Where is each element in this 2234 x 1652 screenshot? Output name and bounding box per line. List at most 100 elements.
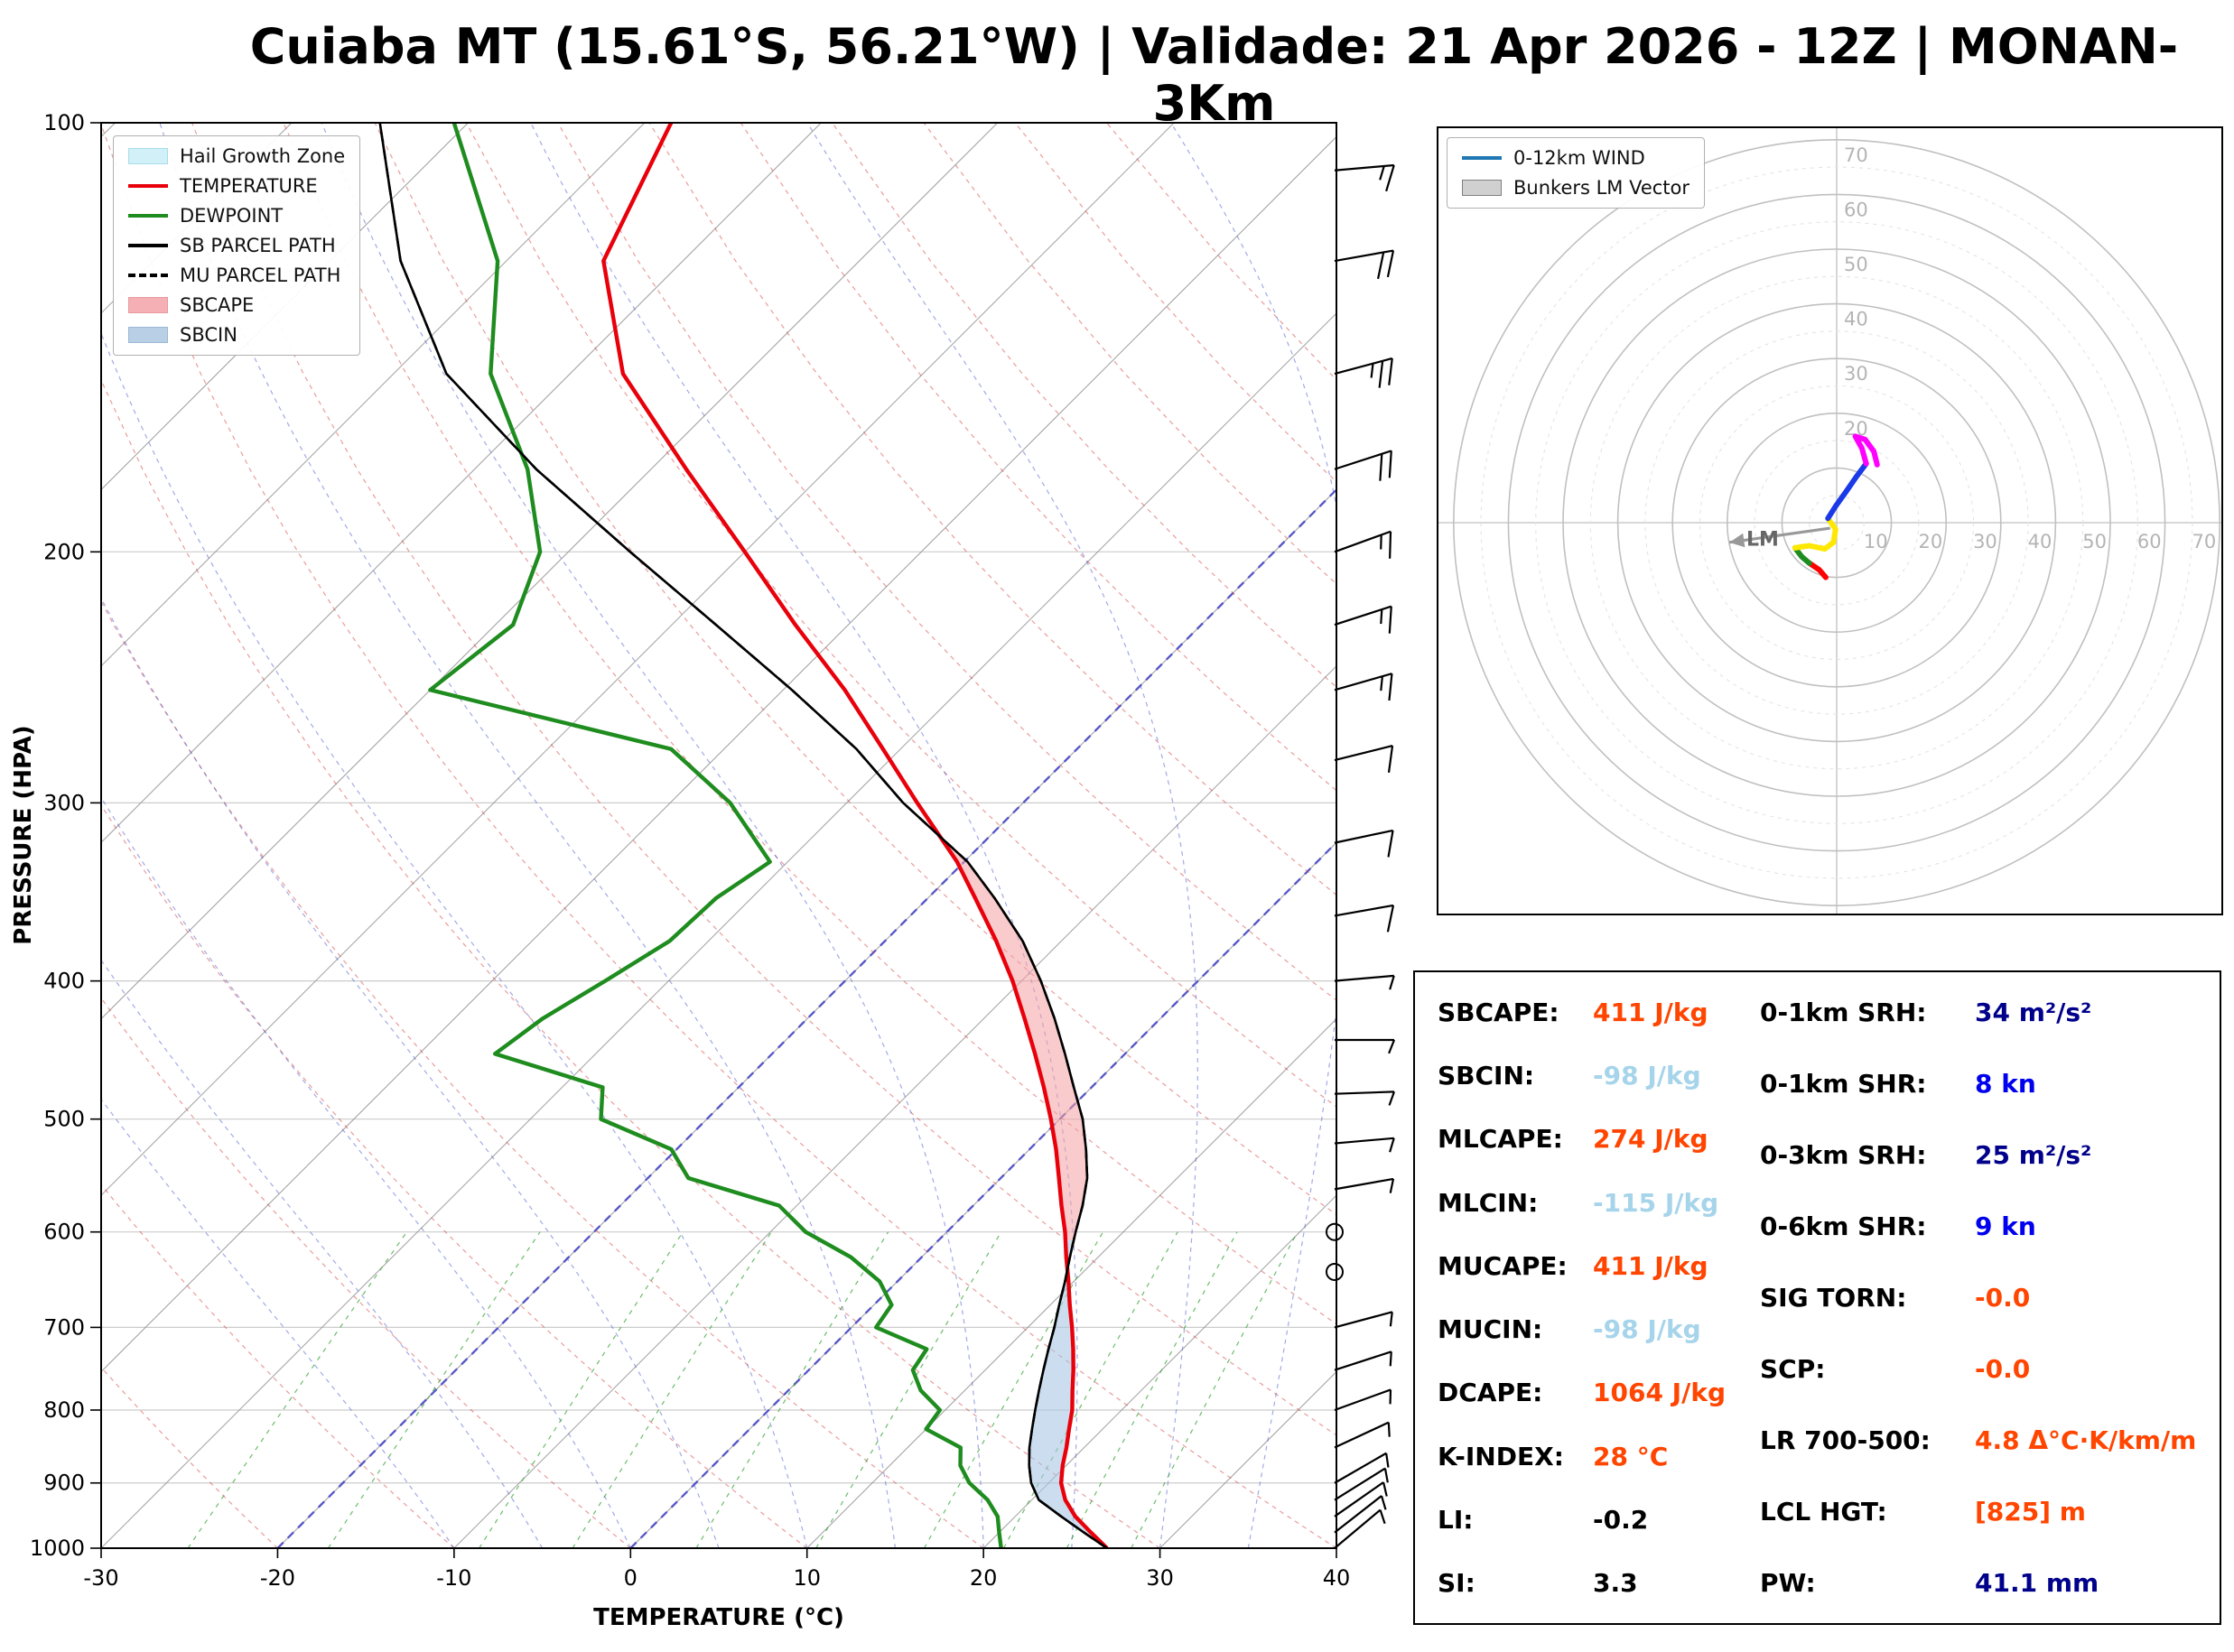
hodo-ring-label: 70 bbox=[1844, 144, 1868, 166]
legend-patch-icon bbox=[128, 148, 168, 164]
metric-value: -98 J/kg bbox=[1593, 1061, 1701, 1091]
table-row: MUCAPE: 411 J/kg bbox=[1438, 1251, 1749, 1281]
metric-value: 1064 J/kg bbox=[1593, 1378, 1726, 1408]
calm-wind-icon bbox=[1326, 1222, 1344, 1241]
legend-item: SB PARCEL PATH bbox=[128, 235, 345, 256]
skewt-curves bbox=[378, 123, 1109, 1548]
x-tick-label: -10 bbox=[436, 1565, 471, 1591]
metric-value: -0.0 bbox=[1975, 1283, 2031, 1313]
x-tick-label: 20 bbox=[970, 1565, 998, 1591]
table-row: SBCIN: -98 J/kg bbox=[1438, 1061, 1749, 1091]
legend-label: SBCIN bbox=[180, 324, 237, 346]
legend-line-icon bbox=[128, 237, 168, 254]
metric-label: SIG TORN: bbox=[1760, 1283, 1907, 1313]
metric-label: LCL HGT: bbox=[1760, 1497, 1887, 1527]
pressure-tick-label: 100 bbox=[43, 110, 85, 135]
wind-barbs bbox=[1326, 163, 1396, 1549]
legend-patch-icon bbox=[1462, 180, 1502, 196]
legend-item: 0-12km WIND bbox=[1462, 147, 1689, 169]
x-tick-label: 10 bbox=[793, 1565, 821, 1591]
metric-value: 34 m²/s² bbox=[1975, 998, 2092, 1027]
legend-line-icon bbox=[1462, 150, 1502, 166]
legend-item: MU PARCEL PATH bbox=[128, 265, 345, 286]
metric-value: 8 kn bbox=[1975, 1069, 2036, 1099]
table-row: SCP: -0.0 bbox=[1760, 1354, 2204, 1384]
indices-column-right: 0-1km SRH: 34 m²/s² 0-1km SHR: 8 kn 0-3km SR… bbox=[1760, 998, 2204, 1598]
skewt-legend: Hail Growth Zone TEMPERATURE DEWPOINT SB PA… bbox=[113, 135, 361, 356]
hodo-ring-label: 20 bbox=[1918, 531, 1942, 552]
metric-label: PW: bbox=[1760, 1568, 1816, 1598]
metric-label: MUCIN: bbox=[1438, 1314, 1543, 1345]
table-row: DCAPE: 1064 J/kg bbox=[1438, 1378, 1749, 1407]
hodo-ring-label: 50 bbox=[1844, 254, 1868, 275]
pressure-tick-label: 400 bbox=[43, 969, 85, 994]
metric-value: [825] m bbox=[1975, 1497, 2086, 1527]
metric-label: MLCAPE: bbox=[1438, 1124, 1563, 1155]
x-tick-label: 40 bbox=[1323, 1565, 1351, 1591]
table-row: 0-3km SRH: 25 m²/s² bbox=[1760, 1140, 2204, 1170]
hodo-ring-label: 40 bbox=[2028, 531, 2052, 552]
x-tick-label: -20 bbox=[260, 1565, 295, 1591]
metric-value: 41.1 mm bbox=[1975, 1568, 2099, 1598]
x-tick-label: 0 bbox=[624, 1565, 638, 1591]
table-row: PW: 41.1 mm bbox=[1760, 1568, 2204, 1598]
metric-value: 28 °C bbox=[1593, 1441, 1669, 1471]
sbcin-fill bbox=[1029, 1239, 1107, 1548]
metric-value: 411 J/kg bbox=[1593, 1250, 1708, 1281]
metric-value: -98 J/kg bbox=[1593, 1314, 1701, 1345]
hodo-ring-label: 40 bbox=[1844, 309, 1868, 330]
legend-item: SBCAPE bbox=[128, 294, 345, 316]
legend-item: Bunkers LM Vector bbox=[1462, 177, 1689, 199]
x-tick-label: 30 bbox=[1146, 1565, 1174, 1591]
metric-label: DCAPE: bbox=[1438, 1378, 1543, 1408]
hodo-ring-label: 60 bbox=[2137, 531, 2162, 552]
metric-value: -0.0 bbox=[1975, 1354, 2031, 1384]
pressure-tick-label: 900 bbox=[43, 1471, 85, 1496]
dewpoint-curve bbox=[428, 123, 1003, 1548]
hodo-ring-label: 60 bbox=[1844, 199, 1868, 220]
mu-parcel-path bbox=[378, 123, 1108, 1548]
hodo-ring-label: 50 bbox=[2082, 531, 2107, 552]
metric-label: LR 700-500: bbox=[1760, 1425, 1931, 1455]
metric-value: 411 J/kg bbox=[1593, 998, 1708, 1027]
sbcape-fill bbox=[941, 839, 1087, 1240]
table-row: 0-1km SRH: 34 m²/s² bbox=[1760, 998, 2204, 1027]
hodograph-trace-segment bbox=[1792, 544, 1812, 566]
legend-label: DEWPOINT bbox=[180, 205, 284, 227]
legend-label: MU PARCEL PATH bbox=[180, 265, 341, 286]
metric-value: 9 kn bbox=[1975, 1211, 2036, 1241]
pressure-tick-label: 500 bbox=[43, 1107, 85, 1132]
lm-label: LM bbox=[1746, 528, 1779, 551]
table-row: LR 700-500: 4.8 Δ°C·K/km/m bbox=[1760, 1425, 2204, 1455]
table-row: 0-6km SHR: 9 kn bbox=[1760, 1211, 2204, 1241]
sb-parcel-path bbox=[378, 123, 1108, 1548]
temperature-curve bbox=[601, 123, 1109, 1548]
table-row: MUCIN: -98 J/kg bbox=[1438, 1314, 1749, 1344]
metric-label: 0-1km SHR: bbox=[1760, 1069, 1927, 1099]
metric-label: 0-1km SRH: bbox=[1760, 998, 1927, 1027]
table-row: 0-1km SHR: 8 kn bbox=[1760, 1069, 2204, 1099]
hodo-ring-label: 30 bbox=[1844, 363, 1868, 385]
table-row: SIG TORN: -0.0 bbox=[1760, 1283, 2204, 1313]
legend-item: Hail Growth Zone bbox=[128, 145, 345, 167]
legend-dline-icon bbox=[128, 267, 168, 283]
hodograph-trace-segment bbox=[1825, 460, 1869, 522]
legend-line-icon bbox=[128, 178, 168, 194]
bunkers-lm-arrowhead bbox=[1729, 533, 1745, 548]
metric-label: 0-6km SHR: bbox=[1760, 1211, 1927, 1241]
pressure-tick-label: 800 bbox=[43, 1397, 85, 1423]
metric-label: SBCAPE: bbox=[1438, 998, 1559, 1027]
metric-label: MUCAPE: bbox=[1438, 1250, 1568, 1281]
metric-value: 4.8 Δ°C·K/km/m bbox=[1975, 1425, 2197, 1455]
metric-label: 0-3km SRH: bbox=[1760, 1140, 1927, 1170]
legend-patch-icon bbox=[128, 297, 168, 313]
chart-title: Cuiaba MT (15.61°S, 56.21°W) | Validade:… bbox=[249, 18, 2179, 132]
pressure-tick-label: 600 bbox=[43, 1220, 85, 1245]
table-row: SBCAPE: 411 J/kg bbox=[1438, 998, 1749, 1027]
legend-label: TEMPERATURE bbox=[180, 175, 318, 197]
metric-label: SBCIN: bbox=[1438, 1061, 1535, 1091]
legend-patch-icon bbox=[128, 327, 168, 343]
legend-label: SB PARCEL PATH bbox=[180, 235, 336, 256]
